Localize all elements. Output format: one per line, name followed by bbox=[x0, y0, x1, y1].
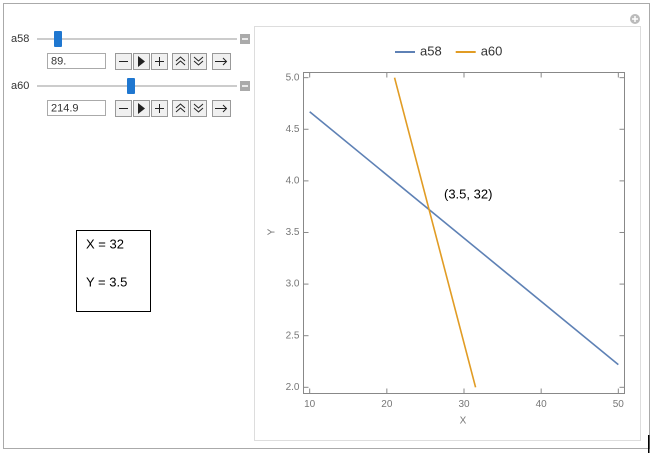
x-tick-label: 30 bbox=[458, 399, 470, 410]
slider-label: a60 bbox=[11, 80, 29, 92]
y-tick-label: 3.0 bbox=[286, 279, 300, 290]
x-tick-label: 10 bbox=[304, 399, 316, 410]
x-tick-label: 20 bbox=[381, 399, 393, 410]
y-tick-label: 2.0 bbox=[286, 382, 300, 393]
y-tick-label: 4.5 bbox=[286, 124, 300, 135]
input-field[interactable] bbox=[47, 100, 106, 116]
legend-label: a58 bbox=[420, 43, 442, 58]
result-box bbox=[76, 230, 151, 312]
annotation: (3.5, 32) bbox=[444, 186, 492, 201]
x-tick-label: 40 bbox=[536, 399, 548, 410]
legend-label: a60 bbox=[481, 43, 503, 58]
x-tick-label: 50 bbox=[613, 399, 625, 410]
cursor bbox=[648, 435, 650, 453]
button-row bbox=[115, 100, 231, 117]
button-row bbox=[115, 53, 231, 70]
input-field[interactable] bbox=[47, 53, 106, 69]
slider-thumb[interactable] bbox=[54, 31, 62, 47]
y-tick-label: 3.5 bbox=[286, 227, 300, 238]
input-value: 89. bbox=[51, 55, 66, 67]
series-line bbox=[393, 77, 477, 388]
x-axis-label: X bbox=[460, 416, 467, 427]
y-axis-label: Y bbox=[267, 228, 278, 235]
plot: 10 20 30 40 50 2.0 2.5 3.0 3.5 4.0 4.5 5.0 bbox=[286, 72, 625, 410]
result-line: Y = 3.5 bbox=[86, 274, 127, 289]
series-line bbox=[309, 111, 619, 366]
y-tick-label: 5.0 bbox=[286, 72, 300, 83]
input-value: 214.9 bbox=[51, 102, 79, 114]
y-tick-label: 2.5 bbox=[286, 330, 300, 341]
slider-label: a58 bbox=[11, 33, 29, 45]
slider-thumb[interactable] bbox=[127, 78, 135, 94]
result-line: X = 32 bbox=[86, 236, 124, 251]
y-tick-label: 4.0 bbox=[286, 176, 300, 187]
add-icon bbox=[632, 16, 638, 22]
plot-panel bbox=[254, 26, 641, 441]
